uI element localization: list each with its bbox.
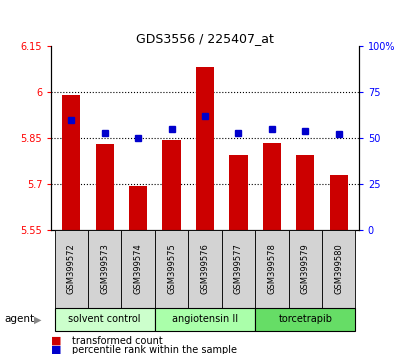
Bar — [54, 230, 88, 308]
Bar — [295, 155, 314, 230]
Bar — [188, 230, 221, 308]
Bar — [262, 143, 280, 230]
Bar — [162, 139, 180, 230]
Text: GSM399574: GSM399574 — [133, 244, 142, 295]
Bar — [88, 230, 121, 308]
Bar — [329, 175, 347, 230]
Bar — [155, 230, 188, 308]
Text: GSM399572: GSM399572 — [67, 244, 76, 295]
Bar — [155, 308, 254, 331]
Text: transformed count: transformed count — [72, 336, 162, 346]
Text: GSM399575: GSM399575 — [167, 244, 175, 295]
Text: GSM399580: GSM399580 — [333, 244, 342, 295]
Bar — [254, 230, 288, 308]
Text: ■: ■ — [51, 336, 62, 346]
Text: GSM399573: GSM399573 — [100, 244, 109, 295]
Text: solvent control: solvent control — [68, 314, 141, 325]
Text: GSM399577: GSM399577 — [234, 244, 242, 295]
Bar — [221, 230, 254, 308]
Bar — [62, 95, 80, 230]
Bar — [121, 230, 155, 308]
Bar — [54, 308, 155, 331]
Text: GSM399576: GSM399576 — [200, 244, 209, 295]
Bar — [254, 308, 355, 331]
Text: agent: agent — [4, 314, 34, 325]
Bar — [196, 68, 213, 230]
Bar — [95, 144, 114, 230]
Text: ■: ■ — [51, 345, 62, 354]
Text: angiotensin II: angiotensin II — [171, 314, 238, 325]
Title: GDS3556 / 225407_at: GDS3556 / 225407_at — [136, 32, 273, 45]
Bar — [321, 230, 355, 308]
Text: torcetrapib: torcetrapib — [278, 314, 331, 325]
Text: GSM399578: GSM399578 — [267, 244, 276, 295]
Bar — [129, 185, 147, 230]
Text: GSM399579: GSM399579 — [300, 244, 309, 295]
Text: ▶: ▶ — [34, 314, 41, 325]
Text: percentile rank within the sample: percentile rank within the sample — [72, 345, 236, 354]
Bar — [288, 230, 321, 308]
Bar — [229, 155, 247, 230]
